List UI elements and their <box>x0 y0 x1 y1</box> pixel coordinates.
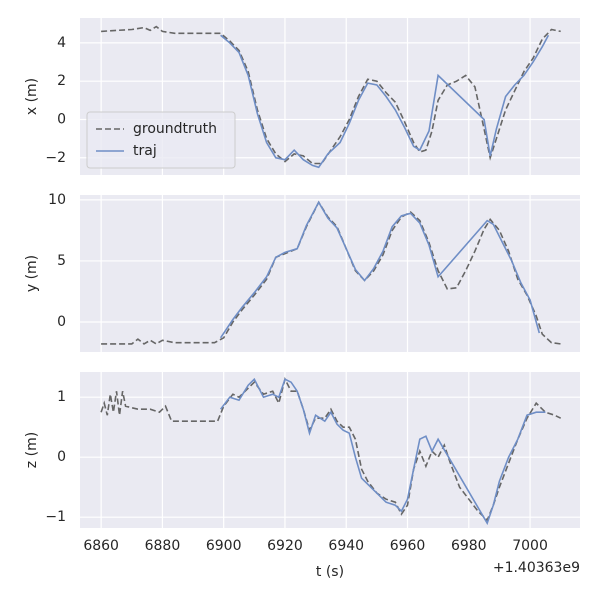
series-line <box>101 200 561 345</box>
x-tick-label: 6980 <box>451 538 487 554</box>
x-tick-label: 7000 <box>512 538 548 554</box>
y-tick-label: 0 <box>57 314 66 330</box>
series-line <box>220 34 550 169</box>
x-tick-label: 6940 <box>328 538 364 554</box>
legend-box <box>86 111 236 169</box>
x-tick-label: 6900 <box>206 538 242 554</box>
y-tick-label: 4 <box>57 35 66 51</box>
x-offset-label: +1.40363e9 <box>493 560 580 576</box>
x-tick-label: 6920 <box>267 538 303 554</box>
series-line <box>219 200 541 339</box>
y-tick-label: 0 <box>57 111 66 127</box>
y-axis-label: y (m) <box>24 255 40 292</box>
y-tick-label: 10 <box>48 192 66 208</box>
y-tick-label: 2 <box>57 73 66 89</box>
y-tick-label: 0 <box>57 449 66 465</box>
y-tick-label: −1 <box>45 509 66 525</box>
y-axis-label: z (m) <box>24 432 40 468</box>
series-line <box>219 377 546 526</box>
y-tick-label: 5 <box>57 253 66 269</box>
x-tick-label: 6960 <box>390 538 426 554</box>
y-tick-label: −2 <box>45 150 66 166</box>
legend: groundtruth traj <box>86 111 236 169</box>
series-line <box>100 376 562 522</box>
x-axis-label: t (s) <box>316 564 344 580</box>
legend-label: groundtruth <box>133 121 217 137</box>
x-tick-label: 6860 <box>83 538 119 554</box>
series-line <box>101 25 561 165</box>
y-tick-label: 1 <box>57 389 66 405</box>
y-axis-label: x (m) <box>24 78 40 115</box>
plot-area <box>80 372 580 528</box>
x-tick-label: 6880 <box>145 538 181 554</box>
legend-label: traj <box>133 143 157 159</box>
